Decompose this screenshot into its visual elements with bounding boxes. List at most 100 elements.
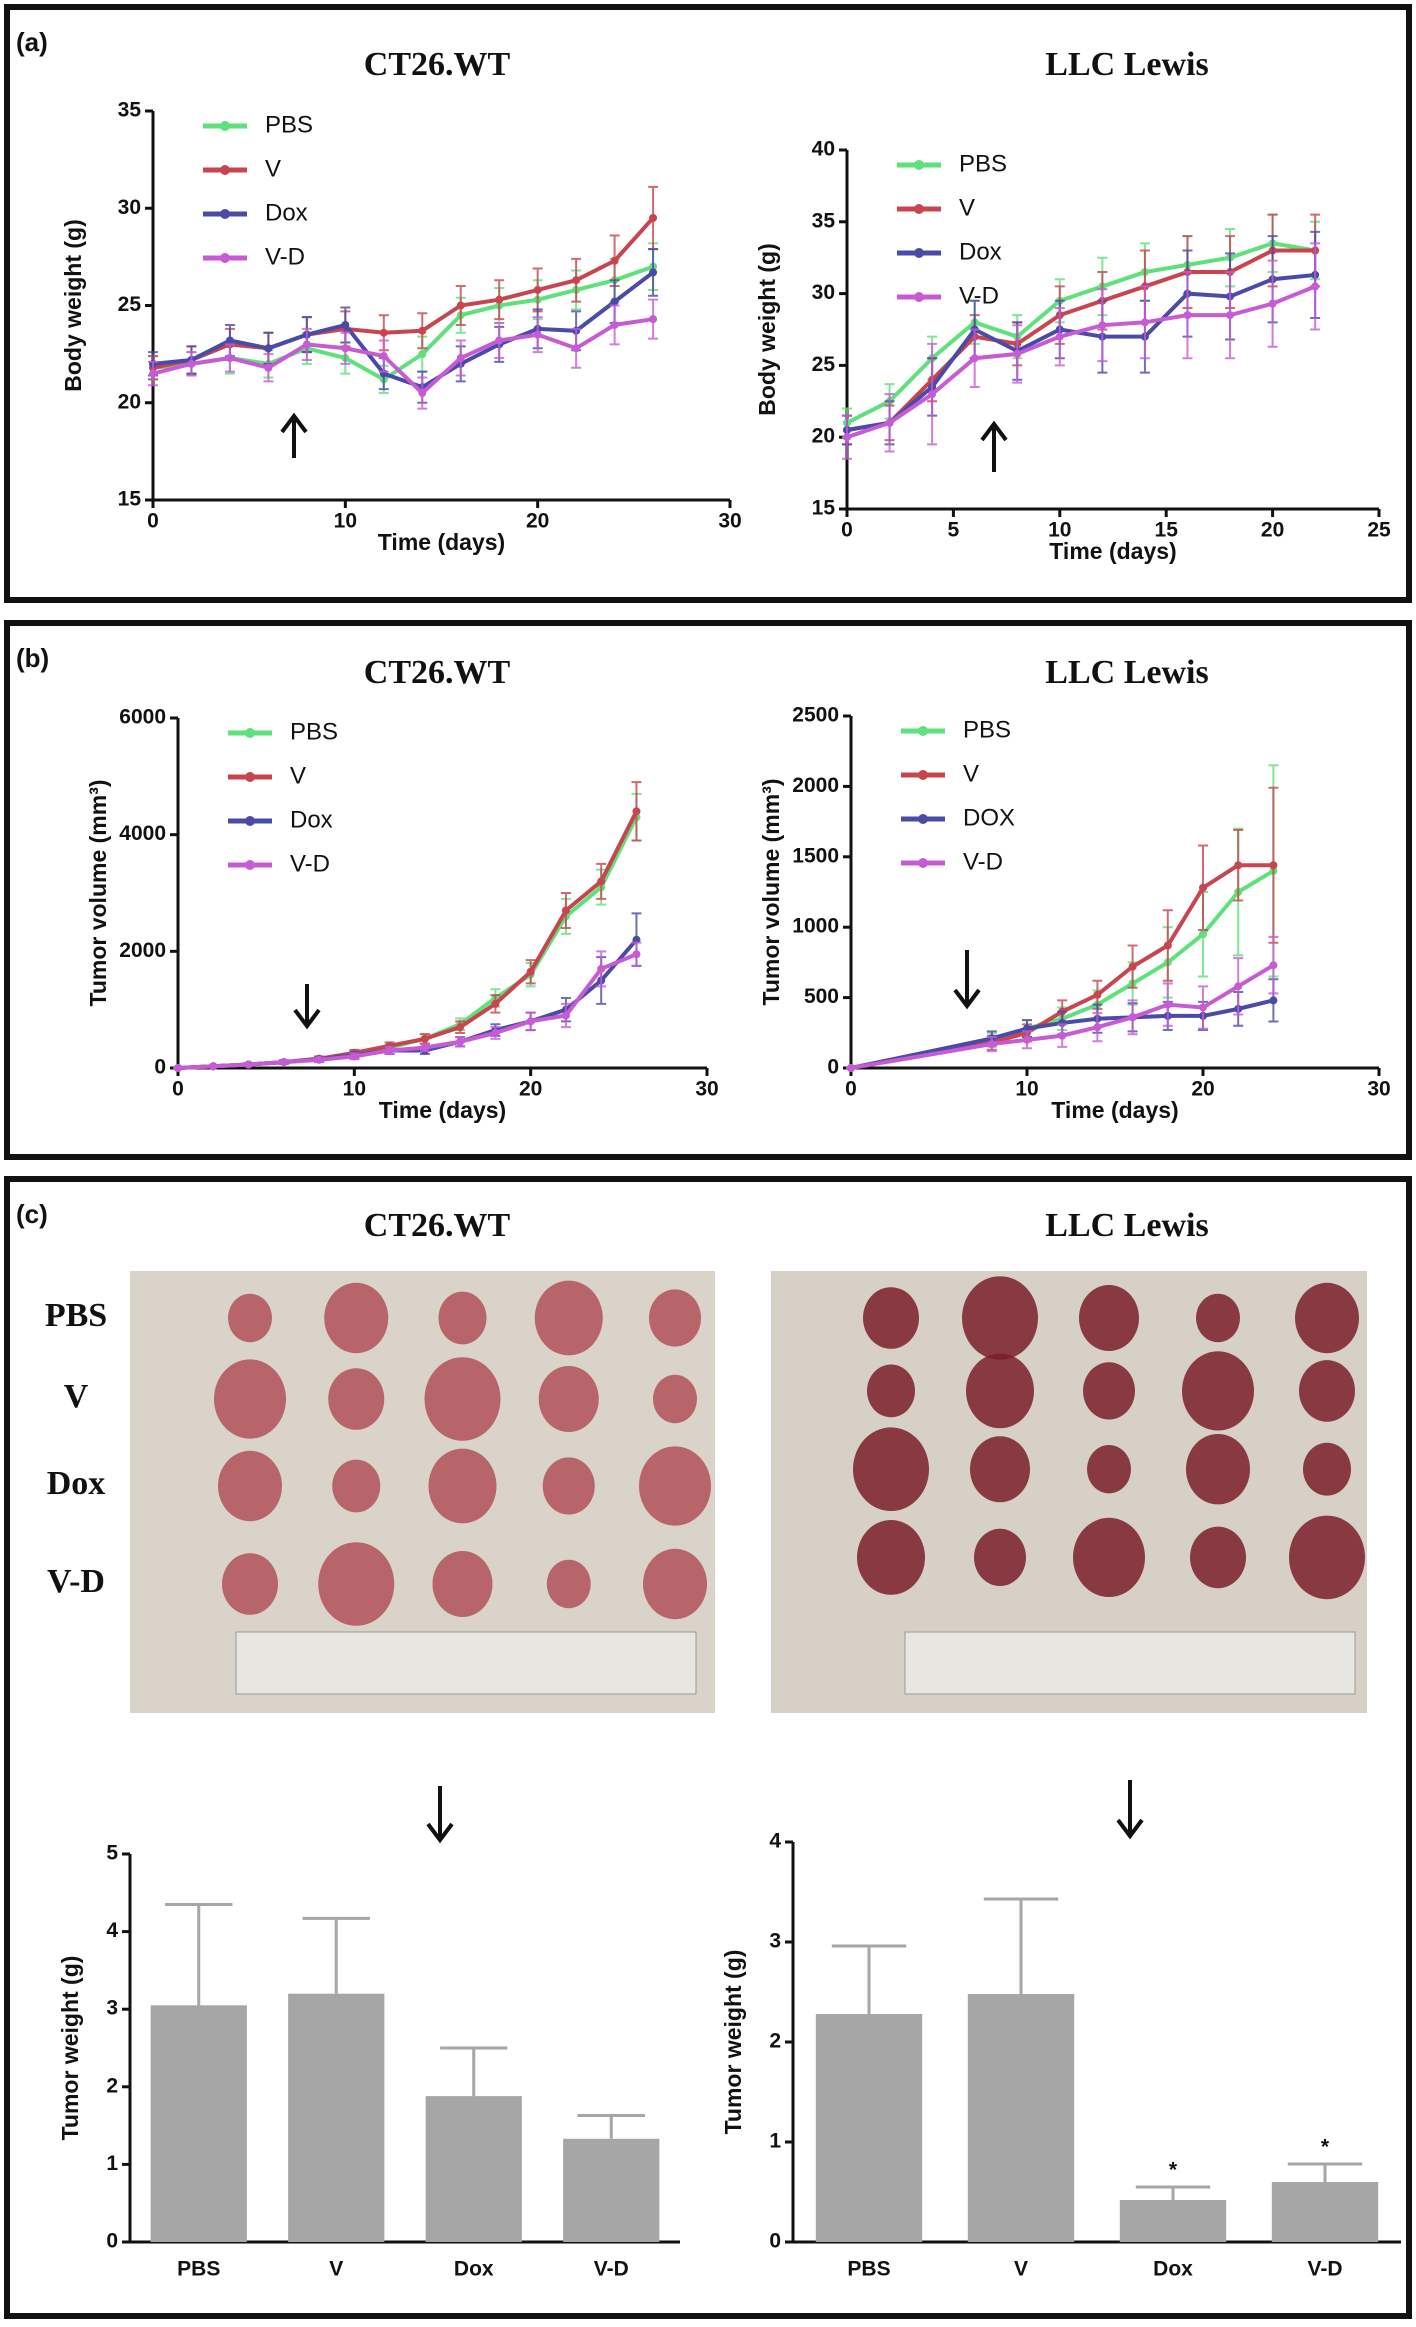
arrow <box>280 412 308 458</box>
point <box>379 352 388 361</box>
x-tick-label: V-D <box>594 2258 629 2281</box>
point <box>1163 941 1172 950</box>
y-tick-label: 2500 <box>792 704 839 727</box>
x-tick-label: PBS <box>177 2258 220 2281</box>
y-tick-label: 500 <box>804 985 839 1008</box>
legend-marker <box>245 728 255 738</box>
tumor-blob <box>542 1457 595 1515</box>
point <box>315 1055 324 1064</box>
error-bar <box>831 1944 907 2014</box>
x-axis-label: Time (days) <box>379 1097 506 1123</box>
legend-marker <box>914 160 924 170</box>
x-tick-label: Dox <box>1153 2258 1193 2281</box>
y-axis-label: Tumor volume (mm³) <box>758 778 784 1005</box>
point <box>420 1034 429 1043</box>
series-line <box>850 963 1275 1070</box>
series-line <box>152 216 655 370</box>
row-label: PBS <box>45 1297 107 1334</box>
legend-label: Dox <box>265 199 308 226</box>
y-tick-label: 1 <box>769 2130 781 2153</box>
point <box>572 276 581 285</box>
point <box>1128 1013 1137 1022</box>
x-tick-label: 20 <box>1261 519 1284 542</box>
point <box>533 285 542 294</box>
tumor-blob <box>1190 1526 1246 1589</box>
point <box>1013 349 1022 358</box>
x-tick-label: 0 <box>841 519 853 542</box>
error-bar <box>1287 2162 1363 2182</box>
tumor-blob <box>1073 1517 1145 1597</box>
point <box>987 1040 996 1049</box>
error-bar <box>1135 2185 1211 2200</box>
tumor-blob <box>649 1289 701 1347</box>
tumor-blob <box>1182 1351 1254 1431</box>
point <box>225 354 234 363</box>
x-tick-label: 10 <box>1015 1078 1038 1101</box>
point <box>610 320 619 329</box>
point <box>1199 1003 1207 1012</box>
legend-label: V <box>959 194 975 221</box>
point <box>350 1052 359 1061</box>
legend-marker <box>918 814 928 824</box>
x-tick-label: 0 <box>845 1078 857 1101</box>
point <box>456 1023 465 1032</box>
point <box>597 964 606 973</box>
point <box>1163 1000 1172 1009</box>
tumor-blob <box>639 1446 711 1526</box>
tumor-blob <box>428 1448 497 1524</box>
x-tick-label: V <box>1014 2258 1028 2281</box>
point <box>928 390 937 399</box>
x-tick-label: 10 <box>1048 519 1071 542</box>
x-tick-label: 10 <box>343 1078 366 1101</box>
point <box>187 359 196 368</box>
point <box>264 363 273 372</box>
y-tick-label: 20 <box>118 390 141 413</box>
tumor-blob <box>228 1293 272 1343</box>
tumor-blob <box>538 1366 599 1432</box>
point <box>970 354 979 363</box>
y-tick-label: 5 <box>106 1842 118 1865</box>
tumor-blob <box>324 1282 389 1354</box>
point <box>225 336 234 345</box>
point <box>847 1064 855 1072</box>
point <box>1093 990 1102 999</box>
x-tick-label: 20 <box>526 510 549 533</box>
error-bar <box>440 2046 508 2097</box>
point <box>456 301 465 310</box>
series-line <box>152 270 655 390</box>
ruler <box>904 1631 1356 1695</box>
photo-title: CT26.WT <box>364 1207 511 1244</box>
point <box>456 354 465 363</box>
legend-marker <box>220 209 230 219</box>
point <box>174 1064 182 1072</box>
bar <box>563 2138 660 2242</box>
arrow <box>953 950 981 1010</box>
arrow <box>980 420 1008 472</box>
y-tick-label: 2 <box>769 2030 781 2053</box>
tumor-blob <box>1289 1515 1365 1600</box>
point <box>279 1058 288 1067</box>
point <box>491 999 500 1008</box>
significance-mark: * <box>1169 2159 1178 2182</box>
point <box>1269 996 1278 1005</box>
panel-border <box>4 1176 1412 2319</box>
point <box>302 340 311 349</box>
point <box>1269 961 1278 970</box>
point <box>632 807 641 816</box>
bar <box>967 1994 1075 2242</box>
y-axis-label: Tumor weight (g) <box>720 1950 746 2135</box>
tumor-blob <box>1299 1360 1355 1422</box>
error-bar <box>983 1897 1059 1994</box>
legend-marker <box>245 860 255 870</box>
point <box>572 344 581 353</box>
point <box>495 336 504 345</box>
tumor-blob <box>962 1276 1038 1360</box>
point <box>1023 1035 1031 1044</box>
legend-marker <box>918 770 928 780</box>
point <box>418 326 427 335</box>
tumor-blob <box>1087 1445 1131 1494</box>
legend-label: PBS <box>963 716 1011 743</box>
series-line <box>850 863 1274 1070</box>
point <box>1199 883 1207 892</box>
x-tick-label: 10 <box>334 510 357 533</box>
